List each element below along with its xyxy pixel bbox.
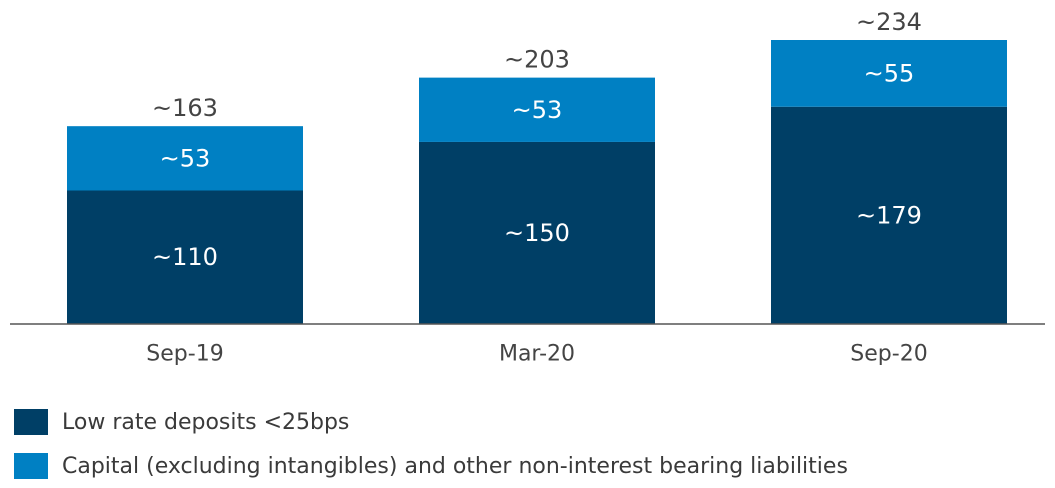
data-label-low-rate-deposits-sep-20: ~179 [856,201,922,229]
data-label-capital-sep-19: ~53 [160,144,211,172]
legend-item-capital: Capital (excluding intangibles) and othe… [14,444,848,488]
bar-capital-mar-20 [419,77,655,142]
data-label-low-rate-deposits-sep-19: ~110 [152,243,218,271]
total-label-sep-19: ~163 [152,94,218,122]
x-tick-label-sep-19: Sep-19 [146,342,223,367]
bar-low-rate-deposits-mar-20 [419,141,655,324]
data-label-capital-sep-20: ~55 [864,59,915,87]
bar-capital-sep-20 [771,40,1007,107]
data-label-capital-mar-20: ~53 [512,96,563,124]
legend-swatch-low-rate-deposits [14,409,48,435]
bar-low-rate-deposits-sep-19 [67,190,303,324]
legend-label-low-rate-deposits: Low rate deposits <25bps [62,409,350,435]
total-label-mar-20: ~203 [504,46,570,74]
x-tick-label-mar-20: Mar-20 [499,342,575,367]
legend-label-capital: Capital (excluding intangibles) and othe… [62,453,848,479]
total-label-sep-20: ~234 [856,8,922,36]
stacked-bar-chart: ~110 ~53 ~163 Sep-19 ~150 ~53 ~203 Mar-20 ~179 ~5… [10,8,1045,367]
bar-capital-sep-19 [67,126,303,191]
bar-low-rate-deposits-sep-20 [771,106,1007,324]
legend-item-low-rate-deposits: Low rate deposits <25bps [14,400,848,444]
data-label-low-rate-deposits-mar-20: ~150 [504,219,570,247]
legend-swatch-capital [14,453,48,479]
legend: Low rate deposits <25bps Capital (exclud… [14,400,848,488]
x-tick-label-sep-20: Sep-20 [850,342,927,367]
